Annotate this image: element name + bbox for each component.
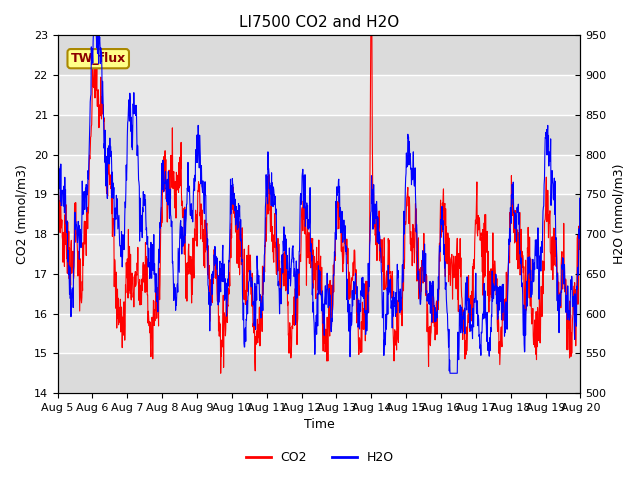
H2O: [515, 210, 523, 216]
CO2: [577, 234, 584, 240]
CO2: [54, 186, 61, 192]
Bar: [58, 353, 580, 393]
H2O: [229, 181, 237, 187]
Title: LI7500 CO2 and H2O: LI7500 CO2 and H2O: [239, 15, 399, 30]
CO2: [229, 206, 237, 212]
CO2: [401, 258, 408, 264]
H2O: [577, 217, 584, 223]
H2O: [446, 371, 454, 376]
Y-axis label: CO2 (mmol/m3): CO2 (mmol/m3): [15, 164, 28, 264]
H2O: [469, 305, 477, 311]
Legend: CO2, H2O: CO2, H2O: [241, 446, 399, 469]
CO2: [367, 24, 375, 30]
CO2: [469, 307, 477, 312]
CO2: [515, 265, 523, 271]
Y-axis label: H2O (mmol/m3): H2O (mmol/m3): [612, 164, 625, 264]
Bar: [58, 274, 580, 313]
Line: H2O: H2O: [58, 31, 580, 373]
X-axis label: Time: Time: [303, 419, 334, 432]
H2O: [90, 28, 97, 34]
CO2: [170, 169, 178, 175]
Bar: [58, 194, 580, 234]
Bar: [58, 115, 580, 155]
Bar: [58, 36, 580, 75]
H2O: [401, 231, 408, 237]
H2O: [54, 170, 61, 176]
Line: CO2: CO2: [58, 27, 580, 373]
CO2: [157, 224, 165, 229]
Text: TW_flux: TW_flux: [70, 52, 126, 65]
CO2: [217, 371, 225, 376]
H2O: [157, 187, 165, 193]
H2O: [170, 281, 178, 287]
